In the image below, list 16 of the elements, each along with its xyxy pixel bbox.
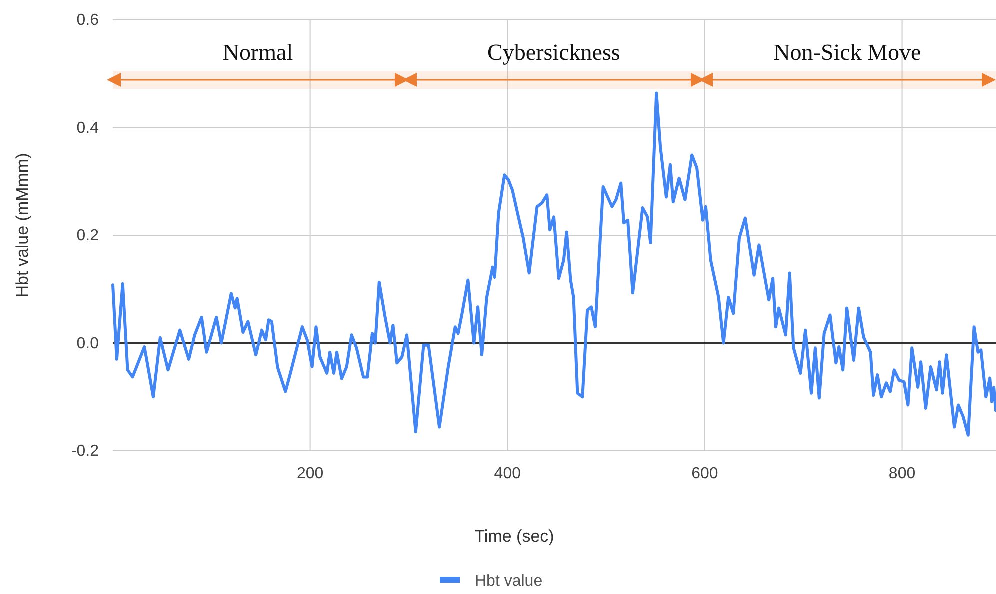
line-series bbox=[112, 92, 996, 437]
y-axis-title: Hbt value (mMmm) bbox=[13, 153, 32, 298]
x-tick-label: 800 bbox=[888, 465, 916, 482]
y-tick-label: 0.6 bbox=[76, 12, 100, 30]
band-label: Non-Sick Move bbox=[774, 40, 922, 65]
x-tick-label: 600 bbox=[692, 465, 718, 482]
band-label: Normal bbox=[222, 40, 294, 65]
legend-label: Hbt value bbox=[475, 573, 543, 590]
y-tick-label: 0.4 bbox=[76, 120, 100, 137]
x-tick-label: 200 bbox=[296, 465, 324, 482]
band-label: Cybersickness bbox=[488, 40, 620, 65]
y-tick-label: 0.2 bbox=[76, 228, 100, 245]
y-tick-label: 0.0 bbox=[76, 335, 100, 352]
y-tick-label: -0.2 bbox=[71, 443, 100, 460]
x-tick-label: 400 bbox=[494, 465, 522, 482]
x-axis-title: Time (sec) bbox=[474, 527, 554, 546]
